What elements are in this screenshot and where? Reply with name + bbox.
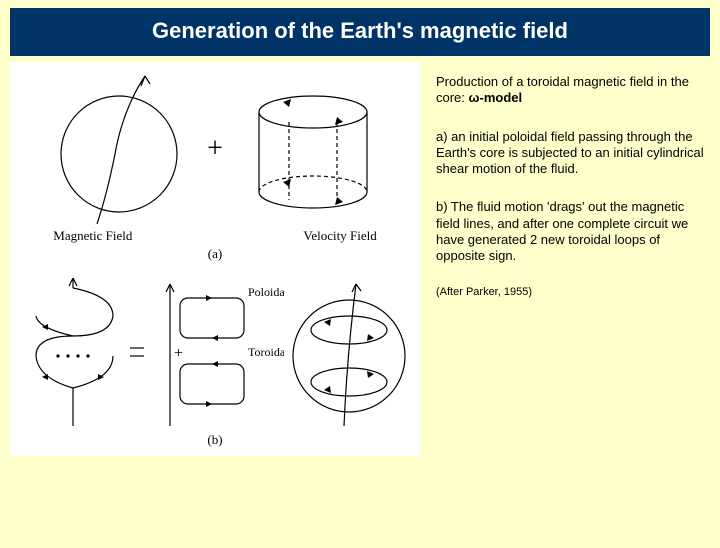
label-velocity-field: Velocity Field bbox=[303, 228, 376, 244]
sphere-toroidal-diagram bbox=[284, 278, 412, 428]
citation: (After Parker, 1955) bbox=[436, 286, 704, 298]
figure-row-a: + bbox=[18, 74, 412, 224]
magnetic-field-diagram bbox=[47, 74, 187, 224]
figure-tag-a: (a) bbox=[18, 246, 412, 262]
velocity-field-diagram bbox=[243, 74, 383, 224]
figure-row-b: + Poloidal Toroidal bbox=[18, 278, 412, 428]
paragraph-a: a) an initial poloidal field passing thr… bbox=[436, 129, 704, 178]
title-bar: Generation of the Earth's magnetic field bbox=[10, 8, 710, 56]
content-area: + bbox=[0, 56, 720, 456]
page-title: Generation of the Earth's magnetic field bbox=[152, 18, 568, 43]
figure-a-labels: Magnetic Field Velocity Field bbox=[18, 228, 412, 244]
decomposition-diagram: + Poloidal Toroidal bbox=[126, 278, 284, 428]
paragraph-b: b) The fluid motion 'drags' out the magn… bbox=[436, 199, 704, 264]
drag-diagram bbox=[18, 278, 126, 428]
label-toroidal: Toroidal bbox=[248, 345, 284, 359]
text-panel: Production of a toroidal magnetic field … bbox=[420, 56, 710, 456]
figure-panel: + bbox=[10, 62, 420, 456]
paragraph-intro: Production of a toroidal magnetic field … bbox=[436, 74, 704, 107]
label-poloidal: Poloidal bbox=[248, 285, 284, 299]
omega-model-label: ω-model bbox=[469, 90, 523, 105]
figure-tag-b: (b) bbox=[18, 432, 412, 448]
label-magnetic-field: Magnetic Field bbox=[53, 228, 132, 244]
svg-text:+: + bbox=[174, 345, 183, 362]
plus-symbol: + bbox=[201, 133, 229, 165]
